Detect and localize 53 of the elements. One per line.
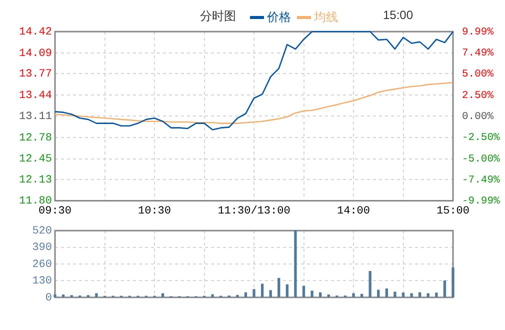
text: 15:00 <box>383 8 414 24</box>
y-tick-label: 260 <box>32 258 52 271</box>
bar <box>377 290 380 298</box>
bar <box>286 284 288 298</box>
bar <box>161 293 164 298</box>
x-tick-label: 09:30 <box>38 205 72 218</box>
y2-tick-label: 7.49% <box>462 48 494 60</box>
bar <box>54 294 56 298</box>
y-tick-label: 13.77 <box>18 68 52 80</box>
bar <box>435 292 438 298</box>
bar <box>385 288 388 298</box>
x-tick-label: 11:30/13:00 <box>218 205 290 218</box>
y-tick-label: 0 <box>45 292 52 304</box>
bar <box>294 230 297 298</box>
legend-label: 均线 <box>314 9 338 26</box>
bar <box>95 293 98 298</box>
y2-tick-label: -7.49% <box>462 174 501 186</box>
y-tick-label: 12.45 <box>18 154 52 166</box>
y2-tick-label: 0.00% <box>462 110 494 123</box>
bar <box>394 292 396 298</box>
y-tick-label: 130 <box>32 276 52 288</box>
bar <box>278 278 280 298</box>
bar <box>410 293 413 298</box>
y2-tick-label: -5.00% <box>462 153 501 166</box>
y-tick-label: 14.09 <box>18 48 52 60</box>
bar <box>310 290 314 298</box>
bar <box>426 293 430 298</box>
bar <box>452 268 454 298</box>
legend-label: 价格 <box>267 9 291 26</box>
bar <box>368 270 372 298</box>
chart-title: 分时图 <box>200 8 236 24</box>
bar <box>402 292 405 298</box>
bar <box>260 284 264 298</box>
bar <box>443 280 446 298</box>
x-tick-label: 10:30 <box>138 205 172 218</box>
bar <box>211 294 214 298</box>
y2-tick-label: 5.00% <box>462 68 494 81</box>
y2-tick-label: 9.99% <box>462 26 494 38</box>
y2-tick-label: -2.50% <box>462 132 501 144</box>
bar <box>352 293 355 298</box>
y-tick-label: 12.13 <box>18 174 52 186</box>
x-tick-label: 14:00 <box>336 205 370 218</box>
y-tick-label: 12.78 <box>18 132 52 144</box>
y-tick-label: 14.42 <box>18 26 52 39</box>
bar <box>269 290 272 298</box>
bar <box>252 289 256 298</box>
y-tick-label: 13.11 <box>18 111 52 124</box>
x-tick-label: 15:00 <box>436 205 470 218</box>
y-tick-label: 390 <box>32 242 52 254</box>
y2-tick-label: 2.50% <box>462 90 494 102</box>
y-tick-label: 520 <box>32 226 52 238</box>
bar <box>302 286 306 298</box>
y-tick-label: 13.44 <box>18 90 52 102</box>
